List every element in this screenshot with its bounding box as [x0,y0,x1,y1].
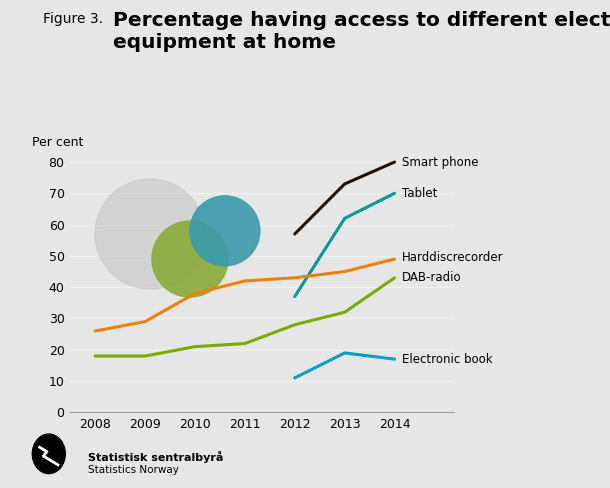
Text: Statistics Norway: Statistics Norway [88,465,179,474]
Text: Smart phone: Smart phone [402,156,479,168]
Circle shape [32,434,65,473]
Text: Statistisk sentralbyrå: Statistisk sentralbyrå [88,451,224,464]
Text: Percentage having access to different electronic
equipment at home: Percentage having access to different el… [113,11,610,53]
Text: Tablet: Tablet [402,187,437,200]
Text: DAB-radio: DAB-radio [402,271,462,285]
Text: Harddiscrecorder: Harddiscrecorder [402,251,504,264]
Ellipse shape [152,221,228,297]
Text: Figure 3.: Figure 3. [43,12,102,26]
Ellipse shape [95,179,205,289]
Ellipse shape [190,196,260,266]
Text: Per cent: Per cent [32,136,83,149]
Text: Electronic book: Electronic book [402,353,493,366]
